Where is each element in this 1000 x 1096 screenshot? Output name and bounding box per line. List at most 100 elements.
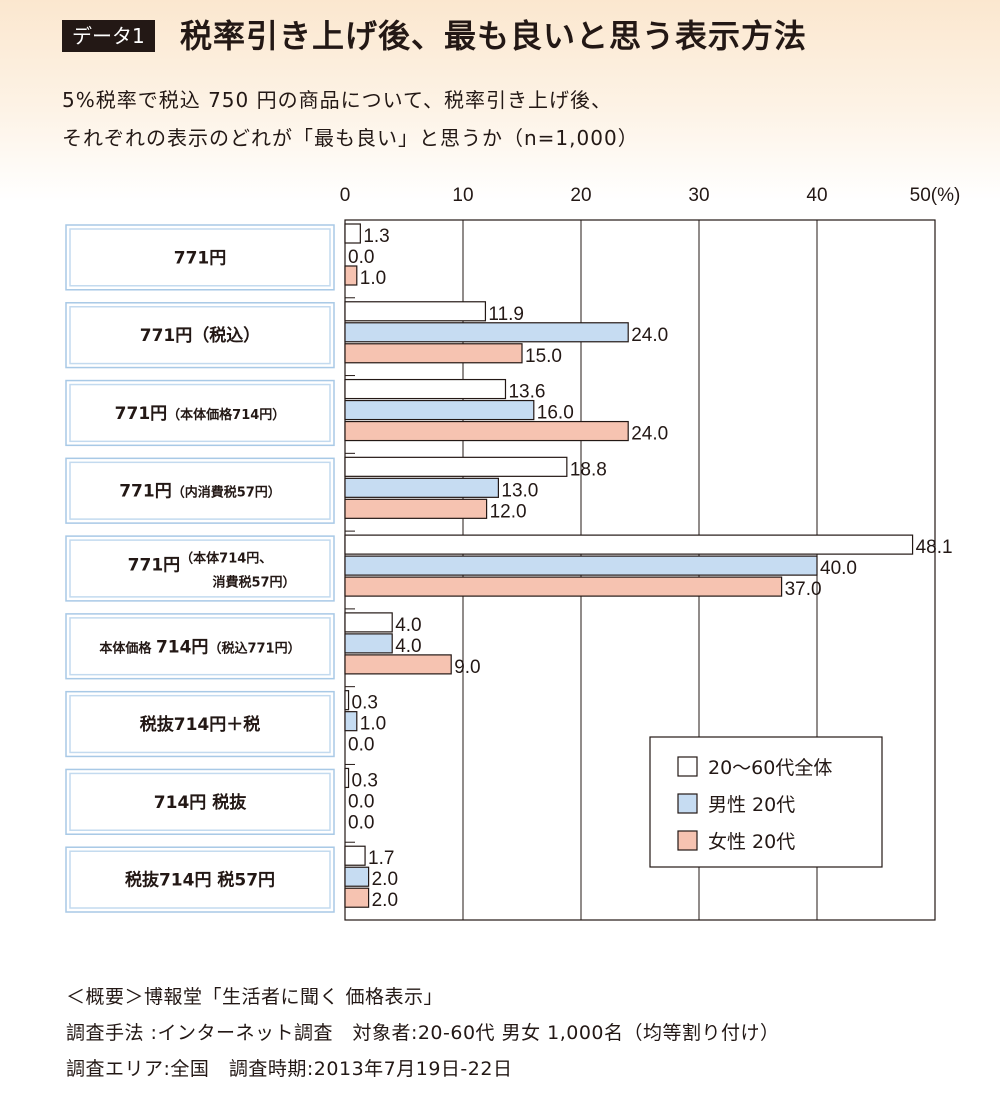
bar-series-2-cat-2 <box>344 420 629 442</box>
category-label-main: 714円 税抜 <box>154 792 247 813</box>
data-label-series-0-cat-0: 1.3 <box>363 226 389 247</box>
category-label-6: 税抜714円＋税 <box>140 714 261 735</box>
data-label-series-0-cat-7: 0.3 <box>352 770 378 791</box>
category-label-main: 771円 <box>174 248 227 268</box>
bar-series-0-cat-0 <box>344 223 361 244</box>
bar-series-0-cat-2 <box>344 378 507 400</box>
bar-series-1-cat-6 <box>344 711 358 732</box>
category-label-sub: （税込771円） <box>208 640 300 656</box>
footnote-overview: ＜概要＞博報堂「生活者に聞く 価格表示」 <box>66 986 444 1008</box>
data-label-series-2-cat-4: 37.0 <box>785 579 822 600</box>
bar-series-2-cat-8 <box>344 887 370 908</box>
category-box-inner <box>69 461 331 520</box>
data-badge: データ1 <box>62 20 155 52</box>
data-label-series-0-cat-2: 13.6 <box>508 382 545 403</box>
category-label-main: 771円 <box>119 482 172 502</box>
category-box-inner <box>69 228 331 287</box>
x-tick-label-50: 50(%) <box>910 185 961 206</box>
footnote-method: 調査手法 :インターネット調査 対象者:20-60代 男女 1,000名（均等割… <box>66 1022 780 1044</box>
bar-series-0-cat-1 <box>344 301 487 322</box>
bar-series-1-cat-1 <box>344 322 629 343</box>
data-label-series-0-cat-4: 48.1 <box>916 537 953 558</box>
bar-series-2-cat-0 <box>344 265 358 286</box>
category-label-main: 714円 <box>156 637 209 657</box>
chart-subtitle-line1: 5%税率で税込 750 円の商品について、税率引き上げ後、 <box>62 88 613 112</box>
category-box-inner <box>69 306 331 365</box>
category-label-2: 771円（本体価格714円） <box>115 404 286 424</box>
category-label-sub2: 消費税57円） <box>212 575 295 591</box>
bar-series-1-cat-4 <box>344 555 818 576</box>
bar-series-0-cat-4 <box>344 534 914 555</box>
data-label-series-0-cat-6: 0.3 <box>352 693 378 714</box>
category-box-inner <box>69 694 331 754</box>
category-label-main: 771円（税込） <box>140 325 261 346</box>
legend-label-2: 女性 20代 <box>708 831 795 853</box>
bar-series-0-cat-6 <box>344 690 350 711</box>
data-label-series-2-cat-2: 24.0 <box>631 424 668 445</box>
x-tick-label-20: 20 <box>570 185 591 206</box>
category-label-prefix: 本体価格 <box>99 640 156 656</box>
category-label-0: 771円 <box>174 248 227 268</box>
data-label-series-1-cat-1: 24.0 <box>631 325 668 346</box>
bar-series-2-cat-3 <box>344 498 488 519</box>
category-label-4-line2: 消費税57円） <box>212 575 295 591</box>
data-label-series-1-cat-0: 0.0 <box>348 247 374 268</box>
legend-label-1: 男性 20代 <box>708 794 795 816</box>
category-label-7: 714円 税抜 <box>154 792 247 813</box>
category-label-main: 税抜714円＋税 <box>140 714 261 735</box>
data-label-series-1-cat-6: 1.0 <box>360 714 386 735</box>
category-label-main: 771円 <box>128 556 181 576</box>
category-label-5: 本体価格 714円（税込771円） <box>99 637 300 657</box>
bar-series-2-cat-1 <box>344 343 523 364</box>
legend-label-0: 20〜60代全体 <box>708 757 832 779</box>
data-label-series-2-cat-3: 12.0 <box>490 501 527 522</box>
data-label-series-2-cat-1: 15.0 <box>525 346 562 367</box>
data-label-series-1-cat-4: 40.0 <box>820 558 857 579</box>
category-label-3: 771円（内消費税57円） <box>119 482 281 502</box>
data-label-series-2-cat-0: 1.0 <box>360 268 386 289</box>
chart-subtitle-line2: それぞれの表示のどれが「最も良い」と思うか（n=1,000） <box>62 126 639 150</box>
bar-series-1-cat-3 <box>344 477 499 498</box>
category-box-inner <box>69 772 331 831</box>
category-label-main: 771円 <box>115 404 168 424</box>
data-label-series-2-cat-8: 2.0 <box>372 890 398 911</box>
category-box-inner <box>69 539 331 598</box>
category-label-sub: （本体価格714円） <box>167 407 285 423</box>
legend-swatch-2 <box>677 830 698 851</box>
data-label-series-0-cat-5: 4.0 <box>395 615 421 636</box>
header-background <box>0 0 1000 200</box>
bar-series-0-cat-8 <box>344 845 366 866</box>
x-axis-unit: (%) <box>931 185 961 206</box>
chart-title: 税率引き上げ後、最も良いと思う表示方法 <box>180 17 808 55</box>
legend-swatch-1 <box>677 793 698 814</box>
data-label-series-0-cat-8: 1.7 <box>368 848 394 869</box>
data-label-series-2-cat-5: 9.0 <box>454 657 480 678</box>
x-tick-label-0: 0 <box>340 185 351 206</box>
bar-series-1-cat-5 <box>344 633 393 654</box>
x-tick-label-10: 10 <box>452 185 473 206</box>
data-label-series-0-cat-1: 11.9 <box>488 304 524 325</box>
data-label-series-1-cat-7: 0.0 <box>348 791 374 812</box>
data-label-series-1-cat-3: 13.0 <box>501 480 538 501</box>
legend-swatch-0 <box>677 756 698 777</box>
data-label-series-1-cat-2: 16.0 <box>537 403 574 424</box>
data-label-series-1-cat-5: 4.0 <box>395 636 421 657</box>
category-label-1: 771円（税込） <box>140 325 261 346</box>
bar-chart: 0 10 20 30 40 50(%)771円1.30.01.0771円（税込）11.92… <box>65 185 961 921</box>
category-label-sub: （本体714円、 <box>180 551 272 567</box>
category-box-inner <box>69 383 331 443</box>
bar-series-1-cat-8 <box>344 866 370 887</box>
bar-series-2-cat-4 <box>344 576 783 597</box>
x-tick-label-40: 40 <box>806 185 827 206</box>
bar-series-0-cat-5 <box>344 612 393 633</box>
data-label-series-1-cat-8: 2.0 <box>372 869 398 890</box>
data-label-series-2-cat-6: 0.0 <box>348 735 374 756</box>
bar-series-0-cat-3 <box>344 456 568 477</box>
data-label-series-0-cat-3: 18.8 <box>570 459 607 480</box>
category-box-inner <box>69 850 331 909</box>
bar-series-0-cat-7 <box>344 767 350 789</box>
category-label-main: 税抜714円 税57円 <box>125 870 275 891</box>
data-label-series-2-cat-7: 0.0 <box>348 812 374 833</box>
category-box-inner <box>69 617 331 676</box>
footnote-area: 調査エリア:全国 調査時期:2013年7月19日-22日 <box>66 1058 513 1080</box>
